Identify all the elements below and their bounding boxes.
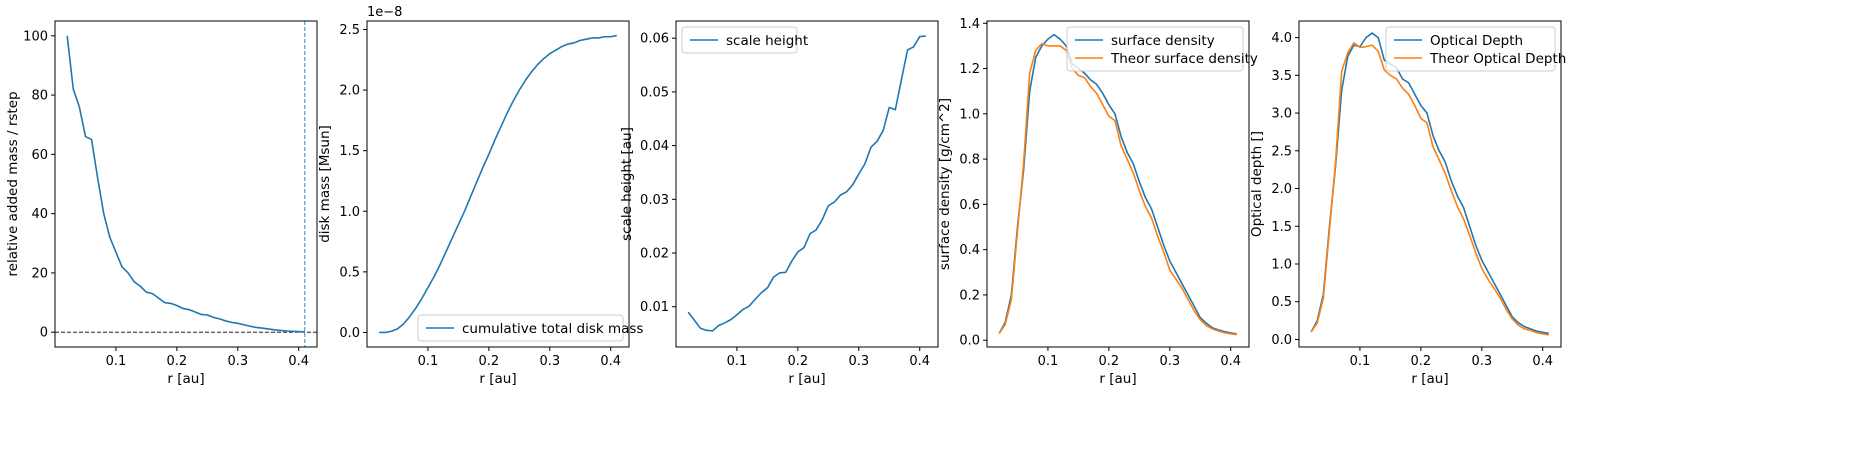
legend: scale height: [681, 26, 808, 54]
axes-frame: [366, 20, 630, 348]
y-axis-label: disk mass [Msun]: [317, 125, 333, 243]
y-tick-label: 3.0: [1271, 107, 1292, 122]
y-tick-label: 0.4: [959, 243, 980, 258]
subplot-5: 0.1 0.2 0.3 0.4 0.0 0.5 1.0 1.5 2.0 2.5 3.0 3.5 4.0 r…: [1249, 20, 1566, 387]
x-axis-label: r [au]: [479, 371, 516, 387]
x-tick-label: 0.4: [288, 354, 309, 369]
y-tick-label: 0.03: [640, 193, 669, 208]
y-tick-label: 1.5: [1271, 220, 1292, 235]
legend: cumulative total disk mass: [417, 314, 643, 342]
series-line-1: [66, 35, 305, 333]
series-line-2: [998, 42, 1237, 336]
y-tick-label: 2.5: [339, 23, 360, 38]
axes-frame: [54, 20, 318, 348]
axes-frame: [1298, 20, 1562, 348]
subplot-4: 0.1 0.2 0.3 0.4 0.0 0.2 0.4 0.6 0.8 1.0 1.2 1.4 r [a…: [937, 17, 1258, 387]
legend: surface density Theor surface density: [1066, 26, 1258, 72]
legend-label: Optical Depth: [1430, 33, 1523, 49]
y-tick-label: 0.06: [640, 32, 669, 47]
y-tick-label: 60: [31, 148, 48, 163]
y-tick-label: 0: [40, 326, 48, 341]
series-line-1: [687, 35, 926, 332]
x-tick-label: 0.3: [539, 354, 560, 369]
x-axis-label: r [au]: [167, 371, 204, 387]
y-tick-label: 0.5: [339, 265, 360, 280]
y-tick-label: 1.0: [959, 107, 980, 122]
x-tick-label: 0.1: [418, 354, 439, 369]
y-tick-label: 1.0: [339, 205, 360, 220]
x-tick-label: 0.3: [1471, 354, 1492, 369]
x-tick-label: 0.4: [1532, 354, 1553, 369]
subplot-2: 0.1 0.2 0.3 0.4 0.0 0.5 1.0 1.5 2.0 2.5 r [au] disk…: [317, 5, 643, 387]
x-tick-label: 0.3: [848, 354, 869, 369]
y-tick-label: 40: [31, 207, 48, 222]
legend-label: Theor surface density: [1110, 51, 1258, 67]
subplot-1: 0.1 0.2 0.3 0.4 0 20 40 60 80 100 r [au] relative a…: [5, 20, 318, 387]
y-axis-label: Optical depth []: [1249, 131, 1265, 237]
y-tick-label: 1.2: [959, 62, 980, 77]
y-axis-label: scale height [au]: [619, 127, 635, 241]
x-tick-label: 0.2: [1411, 354, 1432, 369]
y-tick-label: 0.6: [959, 198, 980, 213]
legend-box: [417, 314, 624, 342]
y-axis-label: relative added mass / rstep: [5, 91, 21, 276]
y-tick-label: 4.0: [1271, 31, 1292, 46]
legend-box: [681, 26, 798, 54]
legend-label: surface density: [1111, 33, 1215, 49]
y-tick-label: 0.5: [1271, 295, 1292, 310]
x-tick-label: 0.2: [167, 354, 188, 369]
y-tick-label: 100: [23, 29, 48, 44]
y-tick-label: 0.01: [640, 300, 669, 315]
legend-label: Theor Optical Depth: [1429, 51, 1566, 67]
y-tick-label: 80: [31, 89, 48, 104]
x-tick-label: 0.4: [1220, 354, 1241, 369]
series-line-2: [1310, 42, 1549, 336]
y-axis-label: surface density [g/cm^2]: [937, 98, 953, 270]
y-tick-label: 0.04: [640, 139, 669, 154]
series-line-1: [1310, 32, 1549, 335]
legend-box: [1385, 26, 1556, 72]
legend-box: [1066, 26, 1244, 72]
y-tick-label: 0.0: [1271, 333, 1292, 348]
axes-frame: [675, 20, 939, 348]
axes-frame: [986, 20, 1250, 348]
y-tick-label: 2.0: [339, 84, 360, 99]
x-tick-label: 0.2: [788, 354, 809, 369]
y-tick-label: 3.5: [1271, 69, 1292, 84]
y-tick-label: 1.5: [339, 144, 360, 159]
x-tick-label: 0.3: [1159, 354, 1180, 369]
x-tick-label: 0.4: [600, 354, 621, 369]
x-tick-label: 0.1: [106, 354, 127, 369]
legend-label: cumulative total disk mass: [462, 321, 643, 337]
y-tick-label: 1.0: [1271, 257, 1292, 272]
y-tick-label: 0.0: [959, 334, 980, 349]
x-tick-label: 0.1: [1038, 354, 1059, 369]
y-tick-label: 0.05: [640, 85, 669, 100]
x-tick-label: 0.2: [1099, 354, 1120, 369]
y-tick-label: 0.0: [339, 326, 360, 341]
y-tick-label: 2.5: [1271, 144, 1292, 159]
x-axis-label: r [au]: [1099, 371, 1136, 387]
x-tick-label: 0.3: [227, 354, 248, 369]
y-tick-label: 0.2: [959, 288, 980, 303]
legend: Optical Depth Theor Optical Depth: [1385, 26, 1566, 72]
y-tick-label: 2.0: [1271, 182, 1292, 197]
y-tick-label: 1.4: [959, 17, 980, 32]
x-tick-label: 0.1: [1350, 354, 1371, 369]
legend-label: scale height: [726, 33, 808, 49]
x-tick-label: 0.2: [479, 354, 500, 369]
y-offset-text: 1e−8: [367, 5, 402, 20]
y-tick-label: 0.02: [640, 247, 669, 262]
x-tick-label: 0.1: [727, 354, 748, 369]
y-tick-label: 0.8: [959, 153, 980, 168]
x-tick-label: 0.4: [909, 354, 930, 369]
x-axis-label: r [au]: [1411, 371, 1448, 387]
y-tick-label: 20: [31, 266, 48, 281]
series-line-1: [379, 34, 617, 334]
x-axis-label: r [au]: [788, 371, 825, 387]
series-line-1: [998, 33, 1237, 335]
subplot-3: 0.1 0.2 0.3 0.4 0.01 0.02 0.03 0.04 0.05 0.06 r [a…: [619, 20, 939, 387]
